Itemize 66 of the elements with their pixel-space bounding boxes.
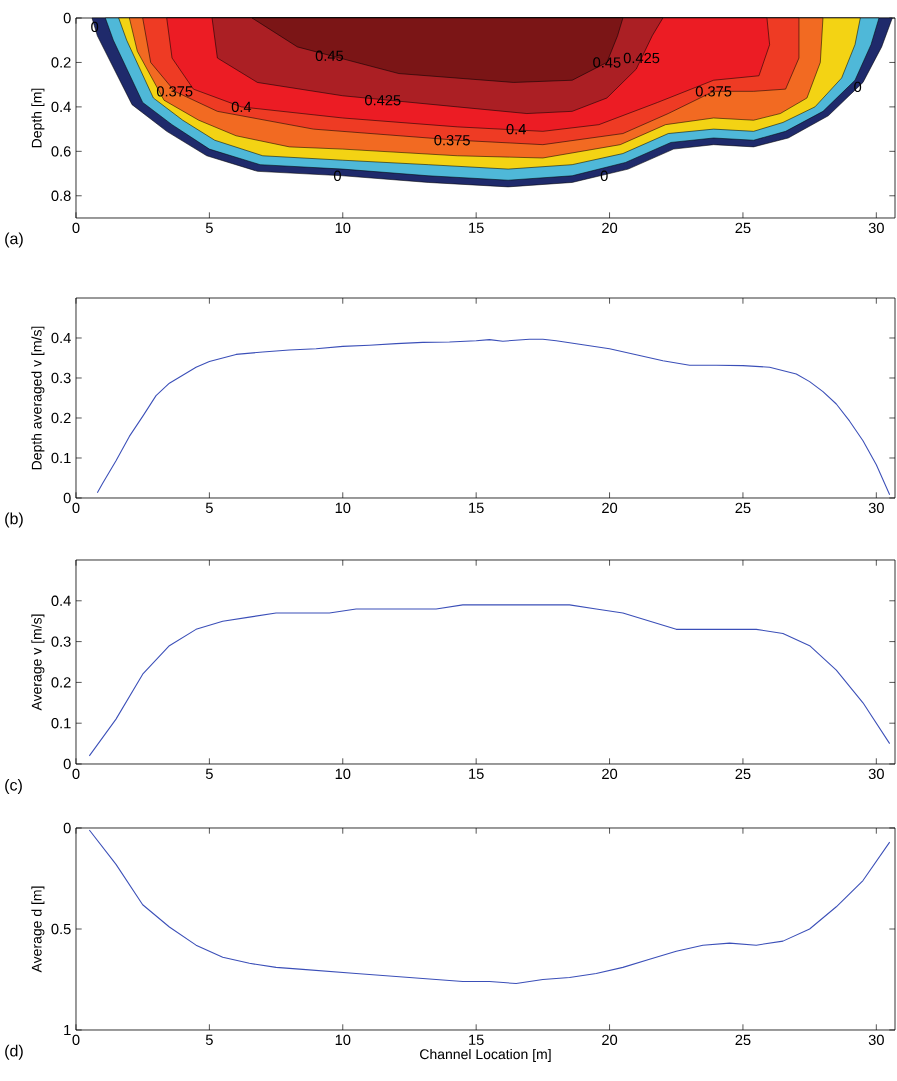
- y-tick-label: 0.3: [51, 636, 71, 647]
- x-tick-label: 15: [469, 1034, 484, 1045]
- x-tick-label: 5: [205, 1034, 213, 1045]
- y-tick-label: 1: [64, 1024, 71, 1036]
- x-tick-label: 20: [602, 222, 618, 234]
- y-axis-title: Depth [m]: [31, 88, 45, 148]
- y-tick-label: 0.6: [51, 146, 71, 157]
- y-tick-label: 0: [63, 12, 71, 24]
- x-tick-label: 10: [335, 768, 351, 780]
- y-tick-label: 0.4: [51, 332, 71, 344]
- annotation: 0.375: [434, 135, 470, 146]
- x-tick-label: 25: [735, 1034, 751, 1046]
- x-tick-label: 0: [72, 502, 80, 514]
- y-axis-title: Average d [m]: [31, 886, 45, 973]
- x-tick-label: 0: [72, 222, 80, 234]
- x-tick-label: 10: [335, 1034, 351, 1046]
- annotation: 0.425: [623, 52, 660, 64]
- annotation: 0.45: [315, 50, 344, 61]
- x-tick-label: 0: [72, 768, 80, 780]
- x-tick-label: 0: [72, 1034, 80, 1046]
- annotation: 0.375: [695, 86, 732, 97]
- text: (b): [5, 512, 23, 528]
- y-tick-label: 0.4: [51, 101, 71, 113]
- x-tick-label: 10: [335, 502, 351, 514]
- y-tick-label: 0.8: [51, 190, 71, 201]
- text: (a): [5, 232, 23, 248]
- x-tick-label: 25: [735, 502, 751, 514]
- y-tick-label: 0.2: [51, 677, 71, 688]
- y-tick-label: 0.1: [51, 718, 71, 729]
- line-series: [96, 338, 891, 496]
- text: (c): [5, 778, 22, 794]
- annotation: 0.4: [506, 123, 526, 135]
- x-tick-label: 20: [602, 502, 618, 514]
- x-tick-label: 10: [335, 222, 351, 234]
- annotation: 0: [91, 21, 99, 33]
- x-tick-label: 5: [205, 222, 213, 233]
- x-tick-label: 15: [469, 502, 484, 513]
- y-tick-label: 0: [63, 822, 71, 834]
- x-tick-label: 30: [868, 502, 884, 514]
- x-tick-label: 30: [868, 768, 884, 780]
- y-tick-label: 0: [63, 492, 71, 504]
- y-axis-title: Average v [m/s]: [31, 614, 45, 711]
- x-tick-label: 25: [735, 222, 751, 234]
- annotation: 0.4: [231, 101, 252, 113]
- x-tick-label: 15: [469, 222, 484, 233]
- y-tick-label: 0.2: [51, 412, 71, 424]
- x-tick-label: 30: [868, 1034, 884, 1046]
- y-tick-label: 0.4: [51, 595, 71, 606]
- text: (d): [5, 1044, 23, 1060]
- annotation: 0.45: [593, 57, 621, 68]
- x-tick-label: 5: [205, 768, 213, 779]
- y-tick-label: 0.3: [51, 372, 71, 384]
- annotation: 0.425: [365, 95, 401, 106]
- x-tick-label: 15: [469, 768, 484, 779]
- y-tick-label: 0.2: [51, 57, 71, 68]
- x-tick-label: 5: [205, 502, 213, 513]
- y-tick-label: 0: [63, 758, 71, 770]
- x-tick-label: 30: [868, 222, 884, 234]
- y-tick-label: 0.5: [51, 923, 71, 935]
- x-tick-label: 20: [602, 768, 618, 780]
- y-axis-title: Depth averaged v [m/s]: [31, 326, 45, 470]
- annotation: 0.375: [156, 86, 193, 97]
- y-tick-label: 0.1: [51, 452, 71, 464]
- x-tick-label: 20: [602, 1034, 618, 1046]
- x-axis-title: Channel Location [m]: [420, 1048, 551, 1062]
- x-tick-label: 25: [735, 768, 751, 780]
